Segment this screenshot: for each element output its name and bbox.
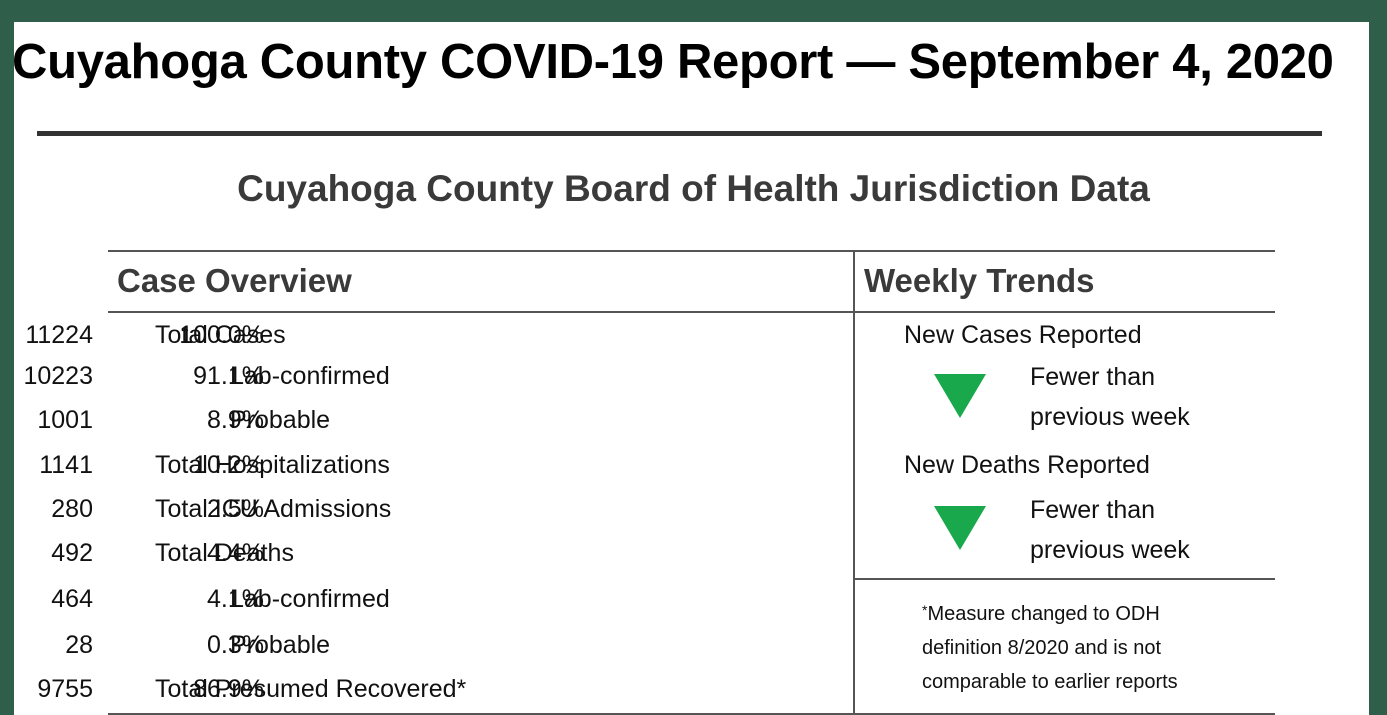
new-deaths-trend-text: Fewer than previous week bbox=[1030, 490, 1190, 570]
table-row: Total Hospitalizations 1141 10.2% bbox=[0, 451, 850, 491]
row-count: 11224 bbox=[25, 321, 93, 349]
row-label: Total Deaths bbox=[155, 539, 294, 567]
row-percent: 91.1% bbox=[193, 362, 264, 390]
row-count: 1141 bbox=[39, 451, 93, 479]
new-cases-trend-label: New Cases Reported bbox=[904, 321, 1142, 349]
row-percent: 0.3% bbox=[207, 631, 264, 659]
footnote-line: comparable to earlier reports bbox=[922, 671, 1178, 693]
column-divider bbox=[853, 250, 855, 715]
row-label: Lab-confirmed bbox=[230, 585, 390, 613]
table-row: Total Deaths 492 4.4% bbox=[0, 539, 850, 579]
title-divider bbox=[37, 131, 1322, 136]
down-arrow-icon bbox=[934, 374, 986, 418]
case-overview-heading: Case Overview bbox=[117, 262, 352, 299]
new-deaths-trend-label: New Deaths Reported bbox=[904, 451, 1150, 479]
footnote-line: *Measure changed to ODH bbox=[922, 597, 1178, 631]
row-label: Total ICU Admissions bbox=[155, 495, 392, 523]
table-row: Probable 1001 8.9% bbox=[0, 406, 850, 446]
table-row: Total Cases 11224 100.0% bbox=[0, 321, 850, 361]
row-label: Probable bbox=[230, 406, 331, 434]
footnote-marker: * bbox=[922, 602, 928, 618]
row-count: 1001 bbox=[37, 406, 93, 434]
table-row: Total Presumed Recovered* 9755 86.9% bbox=[0, 675, 850, 715]
row-label: Probable bbox=[230, 631, 331, 659]
footnote-text: Measure changed to ODH bbox=[927, 603, 1160, 625]
footnote: *Measure changed to ODH definition 8/202… bbox=[922, 597, 1178, 699]
row-label: Total Cases bbox=[155, 321, 286, 349]
section-subtitle: Cuyahoga County Board of Health Jurisdic… bbox=[237, 168, 1150, 209]
row-percent: 8.9% bbox=[207, 406, 264, 434]
trend-line: Fewer than bbox=[1030, 363, 1156, 391]
report-panel bbox=[14, 22, 1369, 715]
new-cases-trend-text: Fewer than previous week bbox=[1030, 357, 1190, 437]
table-row: Lab-confirmed 10223 91.1% bbox=[0, 362, 850, 402]
row-count: 280 bbox=[51, 495, 93, 523]
trend-line: previous week bbox=[1030, 403, 1190, 431]
table-top-border bbox=[108, 250, 1275, 252]
table-row: Probable 28 0.3% bbox=[0, 631, 850, 671]
table-header-divider bbox=[108, 311, 1275, 313]
weekly-trends-heading: Weekly Trends bbox=[864, 262, 1095, 299]
row-label: Lab-confirmed bbox=[230, 362, 390, 390]
row-label: Total Presumed Recovered* bbox=[155, 675, 467, 703]
row-count: 28 bbox=[65, 631, 93, 659]
row-count: 9755 bbox=[37, 675, 93, 703]
footnote-line: definition 8/2020 and is not bbox=[922, 637, 1162, 659]
row-percent: 4.1% bbox=[207, 585, 264, 613]
page-title: Cuyahoga County COVID-19 Report — Septem… bbox=[12, 35, 1334, 89]
table-row: Total ICU Admissions 280 2.5% bbox=[0, 495, 850, 535]
trend-line: previous week bbox=[1030, 536, 1190, 564]
row-count: 464 bbox=[51, 585, 93, 613]
row-percent: 4.4% bbox=[207, 539, 264, 567]
table-row: Lab-confirmed 464 4.1% bbox=[0, 585, 850, 625]
trends-footnote-divider bbox=[854, 578, 1275, 580]
row-percent: 86.9% bbox=[193, 675, 264, 703]
row-percent: 10.2% bbox=[193, 451, 264, 479]
down-arrow-icon bbox=[934, 506, 986, 550]
row-count: 492 bbox=[51, 539, 93, 567]
table-bottom-border bbox=[108, 713, 1275, 715]
row-percent: 100.0% bbox=[179, 321, 264, 349]
trend-line: Fewer than bbox=[1030, 496, 1156, 524]
row-percent: 2.5% bbox=[207, 495, 264, 523]
row-label: Total Hospitalizations bbox=[155, 451, 390, 479]
row-count: 10223 bbox=[23, 362, 93, 390]
